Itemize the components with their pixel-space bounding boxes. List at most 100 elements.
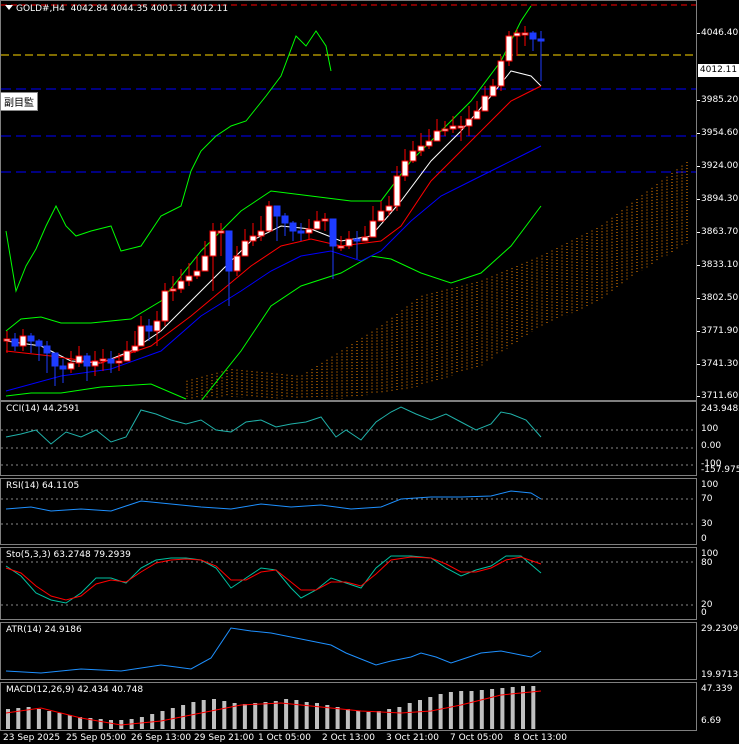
macd-histogram-bar [201,700,206,729]
ma-fast-line [5,70,542,364]
candle-body [393,175,401,207]
macd-canvas [5,686,542,729]
time-tick: 23 Sep 2025 [3,733,61,743]
candle-body [51,352,59,367]
price-chart-canvas[interactable] [1,1,697,401]
candle-body [75,355,83,364]
candle-body [537,38,545,42]
candle-body [401,160,409,177]
stochastic-pane[interactable]: Sto(5,3,3) 63.2748 79.2939 [0,547,697,620]
time-tick: 7 Oct 05:00 [450,733,503,743]
macd-histogram-bar [57,713,62,729]
candle-body [107,358,115,364]
stochastic-main-line [5,555,542,604]
macd-histogram-bar [67,715,72,729]
cci-tick: 100 [701,424,719,434]
price-chart-pane[interactable]: GOLD#,H4 4042.84 4044.35 4001.31 4012.11 [0,0,697,401]
macd-tick: 6.69 [701,716,722,726]
macd-histogram-bar [376,711,381,729]
candle-body [137,325,145,347]
candle-body [123,350,131,362]
time-tick: 26 Sep 13:00 [131,733,192,743]
rsi-tick: 0 [701,534,707,544]
macd-histogram-bar [397,707,402,729]
stochastic-canvas [1,555,696,606]
rsi-pane[interactable]: RSI(14) 64.1105 [0,478,697,545]
macd-histogram-bar [294,700,299,729]
macd-histogram-bar [304,702,309,729]
macd-histogram-bar [78,717,83,729]
candle-body [513,32,521,37]
candle-body [35,340,43,347]
rsi-canvas [1,490,696,525]
candle-body [425,140,433,147]
price-tick: 3924.00 [701,161,739,171]
candle-body [153,320,161,332]
rsi-title: RSI(14) 64.1105 [6,481,80,491]
price-tick: 3985.20 [701,95,739,105]
atr-title: ATR(14) 24.9186 [6,625,82,635]
candle-body [457,125,465,129]
price-tick: 3711.60 [701,391,739,401]
candle-body [361,236,369,242]
candle-body [345,238,353,247]
candle-body [329,218,337,247]
cci-pane[interactable]: CCI(14) 44.2591 [0,401,697,476]
candle-body [449,125,457,130]
stochastic-tick: 20 [701,600,713,610]
candle-body [131,345,139,352]
price-tick: 4046.40 [701,28,739,38]
candle-body [193,270,201,277]
macd-histogram-bar [510,687,515,729]
candle-body [489,85,497,97]
candle-body [67,362,75,370]
macd-histogram-bar [521,686,525,729]
candle-body [409,150,417,162]
candle-body [169,288,177,292]
cci-tick: 243.9482 [701,404,739,414]
time-axis[interactable]: 23 Sep 2025 25 Sep 05:00 26 Sep 13:00 29… [0,731,697,744]
dropdown-triangle-icon[interactable] [5,5,13,10]
atr-canvas [5,627,542,674]
price-tick: 3894.30 [701,194,739,204]
macd-histogram-bar [98,719,103,729]
macd-histogram-bar [366,712,371,729]
atr-line [5,627,542,674]
macd-histogram-bar [47,711,52,729]
cci-title: CCI(14) 44.2591 [6,404,80,414]
atr-tick: 19.9713 [701,670,739,680]
macd-histogram-bar [284,699,289,729]
candle-body [297,230,305,234]
macd-histogram-bar [345,709,350,729]
stochastic-tick: 100 [701,549,719,559]
candle-body [417,145,425,152]
macd-histogram-bar [438,694,443,729]
macd-histogram-bar [191,702,196,729]
macd-histogram-bar [16,708,21,729]
rsi-line [5,490,542,512]
macd-histogram-bar [242,704,247,729]
candle-body [369,220,377,238]
macd-histogram-bar [263,702,268,729]
macd-title: MACD(12,26,9) 42.434 40.748 [6,685,144,695]
macd-histogram-bar [428,697,433,729]
cci-canvas [1,406,696,466]
macd-histogram-bar [222,701,227,729]
candle-body [465,118,473,127]
candle-body [225,230,233,272]
candle-body [473,110,481,120]
atr-axis: 29.2309 19.9713 [697,622,739,680]
atr-pane[interactable]: ATR(14) 24.9186 [0,622,697,680]
candle-body [91,360,99,367]
macd-pane[interactable]: MACD(12,26,9) 42.434 40.748 [0,682,697,731]
macd-histogram-bar [469,691,474,729]
macd-histogram-bar [325,705,330,729]
candle-body [161,290,169,322]
candle-body [529,32,537,40]
candle-body [201,255,209,272]
time-tick: 1 Oct 05:00 [258,733,311,743]
macd-histogram-bar [36,709,41,729]
candle-body [377,210,385,222]
price-axis[interactable]: 4046.40 3985.20 3954.60 3924.00 3894.30 … [697,0,739,401]
side-label[interactable]: 副目監 [0,92,38,111]
